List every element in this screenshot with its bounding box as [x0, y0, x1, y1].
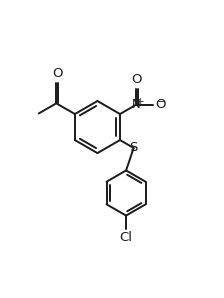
Text: O: O: [52, 67, 62, 80]
Text: O: O: [132, 73, 142, 86]
Text: N: N: [132, 98, 140, 111]
Text: O: O: [155, 98, 166, 111]
Text: S: S: [129, 142, 138, 154]
Text: Cl: Cl: [120, 231, 133, 244]
Text: −: −: [157, 97, 166, 107]
Text: +: +: [136, 97, 144, 106]
